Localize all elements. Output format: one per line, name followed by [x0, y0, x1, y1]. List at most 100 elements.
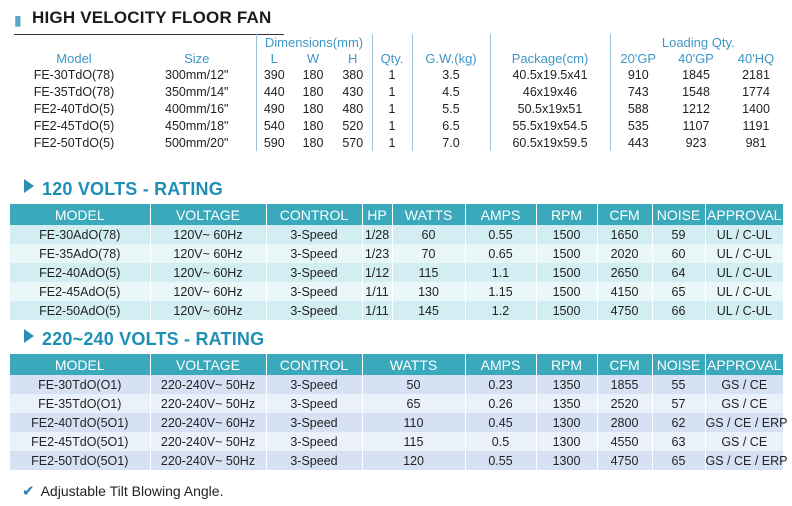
spec-cell: 1212 — [682, 101, 710, 116]
rating-220v-cell: 220-240V~ 50Hz — [149, 451, 266, 470]
rating-220v-cell: FE-35TdO(O1) — [10, 394, 150, 413]
rating-120v-cell: UL / C-UL — [704, 225, 783, 244]
rating-220v-cell: 50 — [361, 375, 465, 394]
rating-120v-cell: 1.1 — [464, 263, 536, 282]
rating-120v-cell: 4150 — [596, 282, 652, 301]
rating-120v-cell: 1/11 — [361, 301, 392, 320]
rating-120v-cell: FE2-45AdO(5) — [10, 282, 150, 301]
rating-120v-cell: 60 — [391, 225, 465, 244]
rating-220v-cell: 3-Speed — [265, 432, 362, 451]
rating-120v-header: WATTS — [391, 204, 465, 225]
rating-220v-cell: 57 — [651, 394, 705, 413]
spec-cell: 1 — [371, 100, 412, 117]
spec-cell: 1400 — [742, 101, 770, 116]
rating-120v-header-row: MODEL VOLTAGE CONTROL HP WATTS AMPS RPM CFM NOIS… — [10, 204, 783, 225]
spec-cell: 1 — [371, 83, 412, 100]
rating-220v-header: APPROVAL — [704, 354, 783, 375]
rating-120v-row: FE2-40AdO(5) 120V~ 60Hz 3-Speed 1/12 115 1.1 1… — [10, 263, 783, 282]
rating-220v-cell: 3-Speed — [265, 413, 362, 432]
feature-note: ✔ Adjustable Tilt Blowing Angle. — [22, 482, 223, 500]
rating-220v-cell: 0.55 — [464, 451, 536, 470]
rating-220v-cell: 0.5 — [464, 432, 536, 451]
rating-120v-cell: 1.15 — [464, 282, 536, 301]
rating-220v-cell: 220-240V~ 60Hz — [149, 413, 266, 432]
rating-120v-cell: UL / C-UL — [704, 263, 783, 282]
spec-header-loading: Loading Qty. — [609, 34, 786, 50]
spec-cell: 7.0 — [411, 134, 490, 151]
rating-120v-cell: 0.55 — [464, 225, 536, 244]
rating-120v-cell: 65 — [651, 282, 705, 301]
spec-cell: 180 — [302, 118, 324, 133]
spec-cell: 450mm/18" — [165, 118, 229, 133]
rating-120v-cell: 64 — [651, 263, 705, 282]
spec-header-blank — [10, 34, 138, 50]
spec-cell: 1 — [371, 134, 412, 151]
rating-220v-cell: 65 — [651, 451, 705, 470]
rating-220v-cell: FE2-40TdO(5O1) — [10, 413, 150, 432]
spec-row: FE2-45TdO(5) 450mm/18" 540 180 520 1 6.5 55.5x1… — [10, 117, 786, 134]
spec-cell: 923 — [685, 135, 707, 150]
spec-cell: 981 — [745, 135, 767, 150]
spec-cell: 440 — [255, 83, 292, 100]
rating-220v-cell: 120 — [361, 451, 465, 470]
spec-header-h: H — [348, 50, 358, 66]
rating-120v-cell: 59 — [651, 225, 705, 244]
rating-120v-row: FE-35AdO(78) 120V~ 60Hz 3-Speed 1/23 70 0.65 1… — [10, 244, 783, 263]
spec-cell: 1845 — [682, 67, 710, 82]
spec-cell: 443 — [609, 134, 666, 151]
rating-120v-cell: 120V~ 60Hz — [149, 225, 266, 244]
rating-220v-cell: 55 — [651, 375, 705, 394]
rating-120v-cell: 145 — [391, 301, 465, 320]
rating-220v-cell: 0.23 — [464, 375, 536, 394]
spec-cell: FE2-50TdO(5) — [33, 135, 115, 150]
rating-120v-cell: 1500 — [535, 225, 597, 244]
spec-header-blank — [371, 34, 412, 50]
rating-120v-cell: 1650 — [596, 225, 652, 244]
checkmark-icon: ✔ — [22, 483, 35, 500]
rating-120v-cell: 130 — [391, 282, 465, 301]
rating-220v-row: FE2-50TdO(5O1) 220-240V~ 50Hz 3-Speed 120 0.… — [10, 451, 787, 470]
rating-120v-cell: 120V~ 60Hz — [149, 301, 266, 320]
rating-220v-cell: FE2-45TdO(5O1) — [10, 432, 150, 451]
spec-cell: 490 — [255, 100, 292, 117]
rating-120v-header: NOISE — [651, 204, 705, 225]
spec-row: FE2-40TdO(5) 400mm/16" 490 180 480 1 5.5 50.5x1… — [10, 100, 786, 117]
rating-120v-table: MODEL VOLTAGE CONTROL HP WATTS AMPS RPM CFM NOIS… — [10, 204, 783, 320]
section-title-120v: 120 VOLTS - RATING — [24, 179, 223, 200]
rating-220v-cell: GS / CE — [704, 432, 783, 451]
spec-cell: 1 — [371, 117, 412, 134]
rating-120v-cell: UL / C-UL — [704, 282, 783, 301]
rating-220v-table: MODEL VOLTAGE CONTROL WATTS AMPS RPM CFM NOISE A… — [10, 354, 787, 470]
rating-120v-cell: 115 — [391, 263, 465, 282]
rating-220v-cell: 3-Speed — [265, 375, 362, 394]
rating-120v-header: AMPS — [464, 204, 536, 225]
spec-header-blank — [138, 34, 256, 50]
section-title-220v-text: 220~240 VOLTS - RATING — [42, 329, 265, 349]
page-title: HIGH VELOCITY FLOOR FAN — [32, 8, 272, 27]
spec-row: FE-35TdO(78) 350mm/14" 440 180 430 1 4.5 46x19x… — [10, 83, 786, 100]
rating-120v-header: MODEL — [10, 204, 150, 225]
rating-120v-row: FE2-50AdO(5) 120V~ 60Hz 3-Speed 1/11 145 1.2 1… — [10, 301, 783, 320]
dimensions-table: Dimensions(mm) Loading Qty. Model Size L… — [10, 34, 786, 151]
rating-120v-cell: 3-Speed — [265, 282, 362, 301]
spec-cell: 430 — [342, 84, 364, 99]
rating-220v-cell: 4550 — [596, 432, 652, 451]
spec-cell: FE2-45TdO(5) — [33, 118, 115, 133]
rating-120v-cell: 3-Speed — [265, 225, 362, 244]
spec-cell: 46x19x46 — [489, 83, 610, 100]
rating-120v-header: VOLTAGE — [149, 204, 266, 225]
rating-120v-header: APPROVAL — [704, 204, 783, 225]
spec-header-blank — [411, 34, 490, 50]
rating-220v-header: AMPS — [464, 354, 536, 375]
rating-120v-cell: FE-30AdO(78) — [10, 225, 150, 244]
rating-120v-cell: 2650 — [596, 263, 652, 282]
rating-220v-cell: 1350 — [535, 394, 597, 413]
spec-row: FE-30TdO(78) 300mm/12" 390 180 380 1 3.5 40.5x1… — [10, 66, 786, 83]
rating-220v-cell: GS / CE — [704, 375, 783, 394]
rating-220v-header: VOLTAGE — [149, 354, 266, 375]
spec-cell: 588 — [609, 100, 666, 117]
rating-220v-cell: 63 — [651, 432, 705, 451]
spec-cell: 520 — [342, 118, 364, 133]
spec-cell: 390 — [255, 66, 292, 83]
